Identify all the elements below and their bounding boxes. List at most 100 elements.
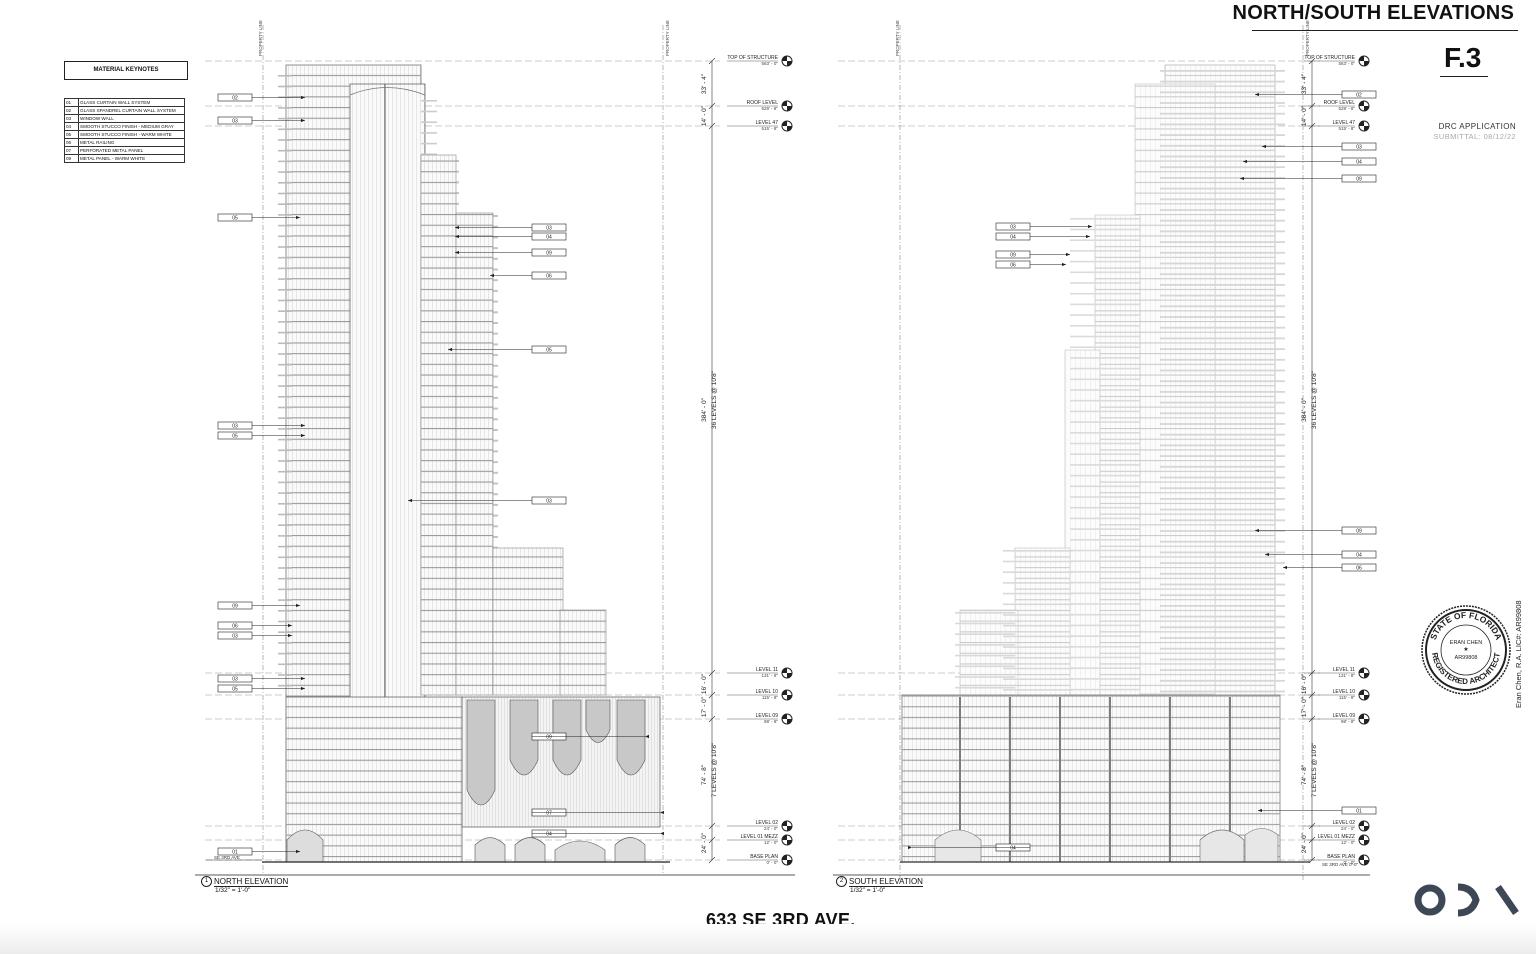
keynote-tag-label: 07 xyxy=(546,811,552,817)
south-elevation-number: 2 xyxy=(836,876,847,887)
keynote-tag: 01 xyxy=(217,847,300,856)
keynote-tag: 06 xyxy=(1283,563,1377,572)
keynote-tag: 04 xyxy=(455,232,567,241)
level-elevation: 529' - 8" xyxy=(1339,106,1356,111)
sheet-number-rule xyxy=(1440,76,1488,77)
keynote-tag-label: 03 xyxy=(232,424,238,430)
keynote-tag: 06 xyxy=(217,621,292,630)
dimension-label: 24' - 0" xyxy=(1301,832,1308,853)
keynote-tag: 03 xyxy=(995,222,1092,231)
level-elevation: 515' - 8" xyxy=(1339,126,1356,131)
dimension-label: 384' - 0" xyxy=(1301,397,1308,421)
keynote-tag: 05 xyxy=(217,213,300,222)
level-name: LEVEL 02 xyxy=(756,820,779,826)
level-elevation: 98' - 8" xyxy=(764,719,778,724)
keynote-tag: 03 xyxy=(217,116,305,125)
architect-license-line: Eran Chen, R.A. LIC#: AR99808 xyxy=(1510,590,1528,710)
keynote-tag-label: 04 xyxy=(1010,235,1016,241)
level-elevation: 563' - 0" xyxy=(762,61,779,66)
level-elevation: 115' - 8" xyxy=(1339,695,1356,700)
level-elevation: 529' - 8" xyxy=(762,106,779,111)
keynote-tag-label: 02 xyxy=(1356,93,1362,99)
level-elevation: 12' - 0" xyxy=(764,840,778,845)
dimension-label: 384' - 0" xyxy=(701,397,708,421)
keynote-tag-label: 09 xyxy=(1010,253,1016,259)
dimension-label: 17' - 0" xyxy=(701,696,708,717)
level-elevation: 0' - 0" xyxy=(767,860,779,865)
keynote-tag-label: 04 xyxy=(546,235,552,241)
keynote-tag-label: 01 xyxy=(1356,809,1362,815)
dimension-note: 36 LEVELS @ 10'8" xyxy=(1311,370,1318,429)
keynote-tag: 05 xyxy=(448,345,567,354)
keynote-tag-label: 05 xyxy=(546,348,552,354)
level-name: LEVEL 10 xyxy=(1333,689,1356,695)
dimension-label: 24' - 0" xyxy=(701,832,708,853)
keynote-tag-label: 05 xyxy=(232,216,238,222)
architect-seal: STATE OF FLORIDA REGISTERED ARCHITECT ER… xyxy=(1421,605,1511,695)
level-name: ROOF LEVEL xyxy=(1324,100,1356,106)
keynote-tag: 03 xyxy=(408,496,567,505)
keynote-tag-label: 09 xyxy=(546,251,552,257)
keynote-tag-label: 03 xyxy=(232,677,238,683)
keynote-tag: 03 xyxy=(455,223,567,232)
keynote-tag: 01 xyxy=(1258,806,1377,815)
keynote-tag: 04 xyxy=(531,829,664,838)
sheet-number: F.3 xyxy=(1444,42,1482,73)
level-name: LEVEL 02 xyxy=(1333,820,1356,826)
license-text: Eran Chen, R.A. LIC#: AR99808 xyxy=(1514,600,1523,708)
keynote-tag: 04 xyxy=(908,843,1031,852)
level-name: LEVEL 11 xyxy=(756,667,778,673)
keynote-tag-label: 04 xyxy=(1356,160,1362,166)
title-rule xyxy=(1252,30,1518,31)
property-line-label: PROPERTY LINE xyxy=(258,20,263,56)
application-block: DRC APPLICATION SUBMITTAL: 08/12/22 xyxy=(1434,122,1517,141)
keynote-tag-label: 03 xyxy=(232,119,238,125)
north-elevation-scale: 1/32" = 1'-0" xyxy=(215,887,251,894)
dimension-label: 14' - 0" xyxy=(701,105,708,126)
level-name: LEVEL 10 xyxy=(756,689,779,695)
keynote-tag: 09 xyxy=(217,601,300,610)
level-name: LEVEL 47 xyxy=(756,120,779,126)
property-line-label: PROPERTY LINE xyxy=(665,20,670,56)
dimension-label: 14' - 0" xyxy=(1301,105,1308,126)
keynote-tag-label: 09 xyxy=(1356,529,1362,535)
keynote-tag: 03 xyxy=(217,631,292,640)
keynote-tag-label: 04 xyxy=(546,832,552,838)
application-label: DRC APPLICATION xyxy=(1438,122,1516,131)
property-line-label: PROPERTY LINE xyxy=(1305,20,1310,56)
submittal-date: SUBMITTAL: 08/12/22 xyxy=(1433,132,1516,141)
keynote-tag-label: 05 xyxy=(232,687,238,693)
property-line-label: PROPERTY LINE xyxy=(895,20,900,56)
level-name: ROOF LEVEL xyxy=(747,100,779,106)
north-elevation-label: NORTH ELEVATION xyxy=(214,876,289,887)
keynote-tag-label: 03 xyxy=(232,634,238,640)
level-elevation: 12' - 0" xyxy=(1341,840,1355,845)
dimension-note: 7 LEVELS @ 10'8" xyxy=(711,742,718,797)
keynote-tag-label: 06 xyxy=(1356,566,1362,572)
level-name: LEVEL 09 xyxy=(1333,713,1356,719)
level-name: BASE PLAN xyxy=(1327,854,1355,860)
level-elevation: 563' - 0" xyxy=(1339,61,1356,66)
keynote-tag-label: 03 xyxy=(546,226,552,232)
south-base-label: SE 3RD AVE 0'-0" xyxy=(1322,862,1359,867)
level-name: TOP OF STRUCTURE xyxy=(727,55,778,61)
level-name: LEVEL 09 xyxy=(756,713,779,719)
keynote-tag-label: 03 xyxy=(1356,145,1362,151)
sheet-title: NORTH/SOUTH ELEVATIONS xyxy=(1232,2,1514,24)
dimension-label: 17' - 0" xyxy=(1301,696,1308,717)
dimension-label: 33' - 4" xyxy=(701,73,708,94)
level-name: LEVEL 01 MEZZ xyxy=(741,834,778,840)
keynote-tag-label: 09 xyxy=(232,604,238,610)
south-tower xyxy=(900,64,1310,863)
keynote-tag: 09 xyxy=(455,248,567,257)
keynote-tag: 06 xyxy=(995,260,1066,269)
level-name: LEVEL 47 xyxy=(1333,120,1356,126)
seal-name: ERAN CHEN xyxy=(1450,640,1482,646)
